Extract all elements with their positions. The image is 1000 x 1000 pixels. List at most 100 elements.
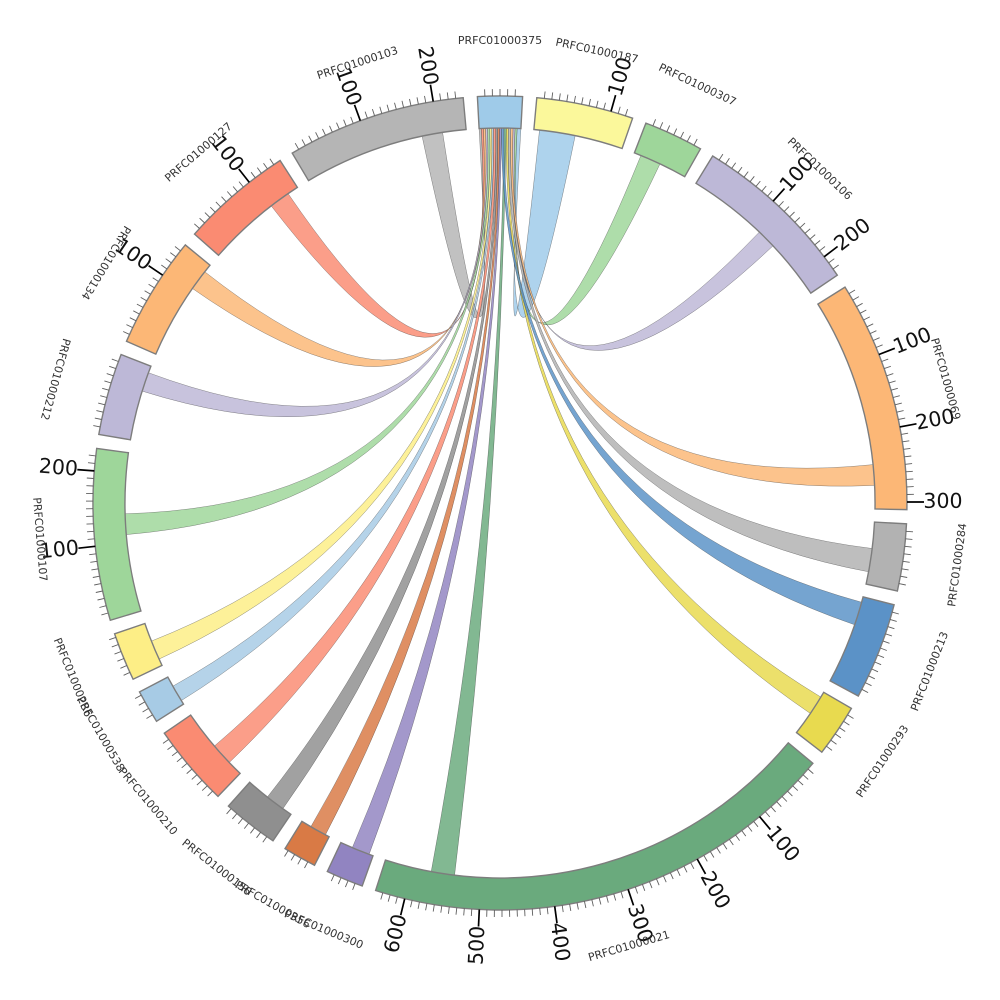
minor-tick: [87, 462, 95, 464]
minor-tick: [900, 575, 908, 578]
minor-tick: [136, 303, 144, 308]
minor-tick: [114, 651, 122, 655]
minor-tick: [100, 395, 108, 398]
minor-tick: [558, 93, 561, 101]
tick-label: 600: [379, 912, 411, 956]
minor-tick: [866, 323, 874, 328]
minor-tick: [262, 836, 268, 843]
minor-tick: [865, 682, 872, 687]
minor-tick: [109, 365, 116, 370]
minor-tick: [819, 246, 826, 252]
minor-tick: [199, 217, 206, 224]
minor-tick: [269, 158, 275, 165]
minor-tick: [386, 104, 390, 112]
major-tick: [758, 815, 772, 831]
minor-tick: [617, 106, 621, 114]
segment-PRFC01000107: [92, 447, 142, 622]
minor-tick: [834, 733, 842, 739]
minor-tick: [104, 380, 112, 384]
tick-label: 200: [38, 454, 79, 481]
minor-tick: [120, 665, 127, 669]
minor-tick: [794, 217, 801, 223]
minor-tick: [226, 808, 232, 815]
minor-tick: [96, 410, 104, 413]
minor-tick: [90, 560, 98, 563]
minor-tick: [743, 171, 749, 178]
minor-tick: [133, 310, 140, 315]
segment-PRFC01000213: [829, 595, 895, 697]
minor-tick: [887, 626, 895, 630]
segment-PRFC01000212: [97, 353, 152, 441]
minor-tick: [826, 745, 833, 751]
major-tick: [429, 84, 435, 102]
minor-tick: [256, 831, 262, 839]
minor-tick: [716, 847, 721, 854]
segment-PRFC01000293: [795, 691, 853, 754]
minor-tick: [880, 647, 887, 651]
minor-tick: [531, 908, 534, 916]
minor-tick: [337, 877, 342, 885]
minor-tick: [263, 162, 268, 170]
minor-tick: [350, 116, 354, 124]
minor-tick: [193, 223, 200, 229]
minor-tick: [881, 358, 889, 362]
minor-tick: [904, 545, 912, 548]
minor-tick: [109, 636, 116, 641]
minor-tick: [898, 583, 906, 586]
minor-tick: [770, 806, 776, 813]
minor-tick: [655, 878, 660, 886]
minor-tick: [807, 768, 814, 774]
minor-tick: [847, 714, 854, 719]
minor-tick: [329, 125, 333, 133]
minor-tick: [170, 252, 177, 258]
minor-tick: [294, 142, 300, 150]
minor-tick: [901, 568, 909, 571]
minor-tick: [802, 774, 809, 780]
minor-tick: [551, 92, 554, 100]
minor-tick: [902, 560, 910, 563]
minor-tick: [856, 302, 863, 308]
minor-tick: [874, 661, 882, 666]
minor-tick: [196, 779, 203, 786]
segment-PRFC01000210: [163, 714, 242, 798]
minor-tick: [576, 902, 579, 910]
minor-tick: [799, 222, 806, 229]
minor-tick: [371, 108, 376, 116]
minor-tick: [905, 530, 914, 533]
minor-tick: [731, 162, 737, 169]
minor-tick: [776, 801, 782, 808]
minor-tick: [417, 901, 420, 909]
minor-tick: [543, 91, 546, 99]
minor-tick: [343, 119, 347, 127]
minor-tick: [86, 530, 95, 533]
minor-tick: [129, 317, 137, 322]
minor-tick: [875, 344, 883, 348]
minor-tick: [237, 818, 244, 825]
minor-tick: [232, 186, 238, 193]
segment-PRFC01000286: [113, 622, 163, 681]
minor-tick: [839, 727, 846, 732]
minor-tick: [106, 373, 114, 377]
minor-tick: [250, 827, 255, 834]
tick-label: 100: [39, 535, 80, 563]
minor-tick: [588, 98, 591, 106]
minor-tick: [581, 97, 584, 105]
minor-tick: [226, 191, 233, 198]
minor-tick: [209, 206, 216, 213]
tick-label: 200: [696, 867, 736, 913]
major-tick: [399, 898, 406, 916]
minor-tick: [92, 575, 100, 578]
minor-tick: [641, 884, 646, 891]
minor-tick: [425, 903, 428, 911]
minor-tick: [416, 97, 419, 105]
segment-PRFC01000356: [284, 820, 331, 867]
segment-PRFC01000127: [193, 159, 299, 257]
minor-tick: [395, 896, 398, 904]
segment-PRFC01000103: [291, 96, 467, 182]
minor-tick: [111, 358, 119, 362]
minor-tick: [98, 402, 106, 406]
minor-tick: [722, 843, 728, 850]
minor-tick: [387, 894, 391, 902]
minor-tick: [111, 644, 119, 648]
